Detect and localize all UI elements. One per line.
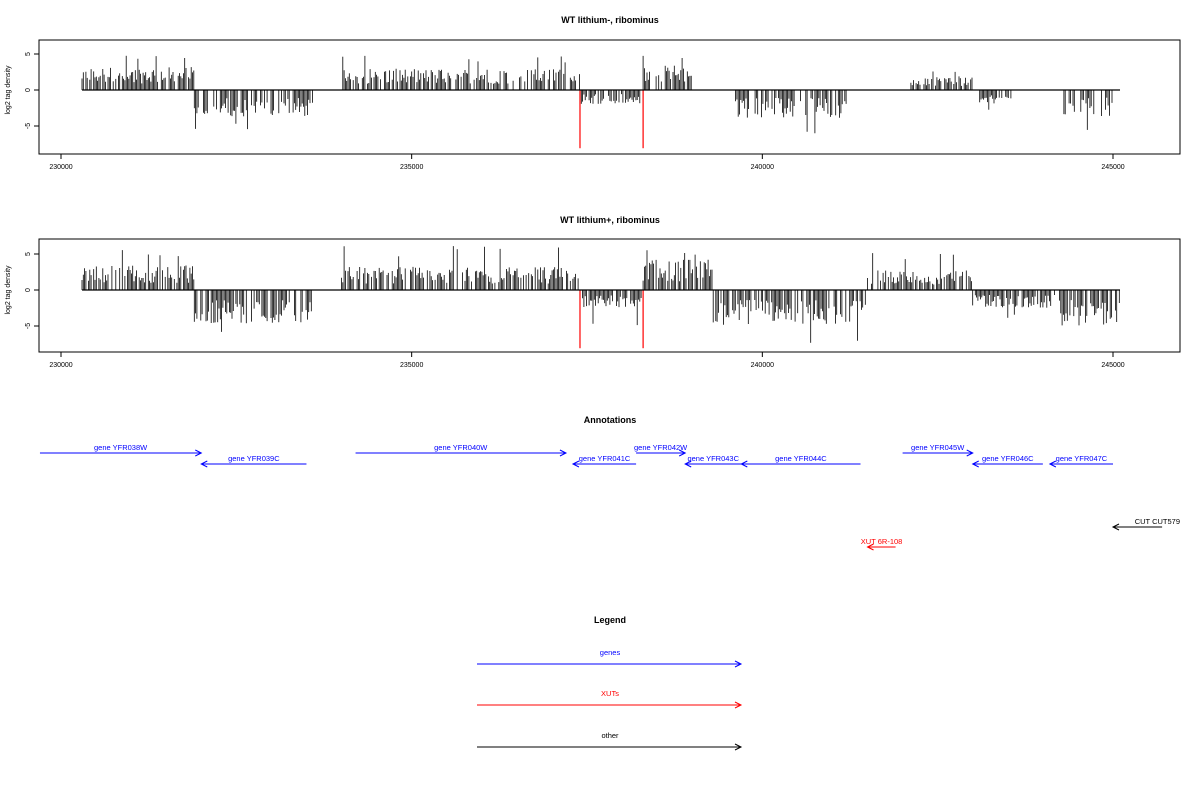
- feature-label: gene YFR044C: [775, 454, 827, 463]
- feature-gene-yfr041c[interactable]: gene YFR041C: [571, 454, 637, 468]
- feature-label: gene YFR047C: [1056, 454, 1108, 463]
- legend-label: genes: [600, 648, 621, 657]
- feature-gene-yfr045w[interactable]: gene YFR045W: [902, 443, 974, 457]
- legend-items: genes XUTs other: [477, 648, 743, 751]
- legend-title: Legend: [594, 615, 626, 625]
- y-axis: 5 0 -5: [25, 252, 39, 329]
- x-tick-label: 235000: [400, 362, 423, 369]
- y-axis: 5 0 -5: [25, 52, 39, 129]
- y-tick-label: 5: [25, 52, 32, 56]
- feature-label: gene YFR042W: [634, 443, 688, 452]
- x-tick-label: 245000: [1101, 164, 1124, 171]
- legend-item-XUTs: XUTs: [477, 689, 743, 709]
- y-axis-label: log2 tag density: [5, 265, 12, 315]
- panel-title: WT lithium+, ribominus: [560, 215, 660, 225]
- legend: Legend genes XUTs other: [477, 615, 743, 751]
- feature-label: gene YFR046C: [982, 454, 1034, 463]
- x-tick-label: 245000: [1101, 362, 1124, 369]
- feature-gene-yfr047c[interactable]: gene YFR047C: [1048, 454, 1113, 468]
- legend-label: other: [601, 731, 619, 740]
- red-spikes: [579, 290, 644, 349]
- x-axis: 230000 235000 240000 245000: [49, 154, 1125, 171]
- feature-label: gene YFR045W: [911, 443, 965, 452]
- y-tick-label: -5: [25, 123, 32, 129]
- red-spikes: [579, 90, 644, 149]
- y-axis-label: log2 tag density: [5, 65, 12, 115]
- arrow-head: [866, 543, 874, 551]
- arrow-head: [678, 449, 687, 457]
- feature-label: gene YFR041C: [579, 454, 631, 463]
- feature-label: CUT CUT579: [1135, 517, 1180, 526]
- arrow-head: [1111, 523, 1120, 531]
- arrow-head: [195, 449, 203, 457]
- x-axis: 230000 235000 240000 245000: [49, 352, 1125, 369]
- signal-bars: [81, 246, 1120, 343]
- signal-bars: [81, 55, 1113, 134]
- track-panel-lithium-plus: WT lithium+, ribominus log2 tag density …: [5, 215, 1181, 369]
- arrow-head: [966, 449, 974, 457]
- feature-label: gene YFR043C: [687, 454, 739, 463]
- annotations-title: Annotations: [584, 415, 637, 425]
- feature-cut-cut579[interactable]: CUT CUT579: [1111, 517, 1180, 531]
- plot-frame: [38, 238, 1181, 353]
- arrow-head: [734, 743, 743, 751]
- arrow-head: [971, 460, 979, 468]
- feature-list: gene YFR038W gene YFR039C gene YFR040W gene…: [39, 443, 1180, 551]
- y-tick-label: 5: [25, 252, 32, 256]
- feature-gene-yfr038w[interactable]: gene YFR038W: [39, 443, 203, 457]
- arrow-head: [740, 460, 748, 468]
- x-tick-label: 235000: [400, 164, 423, 171]
- legend-item-other: other: [477, 731, 743, 751]
- arrow-head: [559, 449, 568, 457]
- y-tick-label: -5: [25, 323, 32, 329]
- feature-gene-yfr046c[interactable]: gene YFR046C: [971, 454, 1043, 468]
- arrow-head: [734, 660, 743, 668]
- feature-label: gene YFR038W: [94, 443, 148, 452]
- feature-gene-yfr044c[interactable]: gene YFR044C: [740, 454, 861, 468]
- feature-xut-6r-108[interactable]: XUT 6R-108: [861, 537, 903, 551]
- feature-label: gene YFR039C: [228, 454, 280, 463]
- legend-item-genes: genes: [477, 648, 743, 668]
- feature-gene-yfr040w[interactable]: gene YFR040W: [355, 443, 568, 457]
- arrow-head: [734, 701, 743, 709]
- arrow-head: [1048, 460, 1057, 468]
- arrow-head: [684, 460, 692, 468]
- x-tick-label: 230000: [49, 164, 72, 171]
- arrow-head: [200, 460, 208, 468]
- x-tick-label: 240000: [751, 362, 774, 369]
- panel-title: WT lithium-, ribominus: [561, 15, 659, 25]
- legend-label: XUTs: [601, 689, 619, 698]
- feature-gene-yfr042w[interactable]: gene YFR042W: [634, 443, 688, 457]
- track-panel-lithium-minus: WT lithium-, ribominus log2 tag density …: [5, 15, 1181, 171]
- x-tick-label: 240000: [751, 164, 774, 171]
- feature-label: gene YFR040W: [434, 443, 488, 452]
- x-tick-label: 230000: [49, 362, 72, 369]
- y-tick-label: 0: [25, 288, 32, 292]
- y-tick-label: 0: [25, 88, 32, 92]
- plot-frame: [38, 39, 1181, 155]
- arrow-head: [571, 460, 580, 468]
- feature-label: XUT 6R-108: [861, 537, 903, 546]
- feature-gene-yfr039c[interactable]: gene YFR039C: [200, 454, 307, 468]
- feature-gene-yfr043c[interactable]: gene YFR043C: [684, 454, 742, 468]
